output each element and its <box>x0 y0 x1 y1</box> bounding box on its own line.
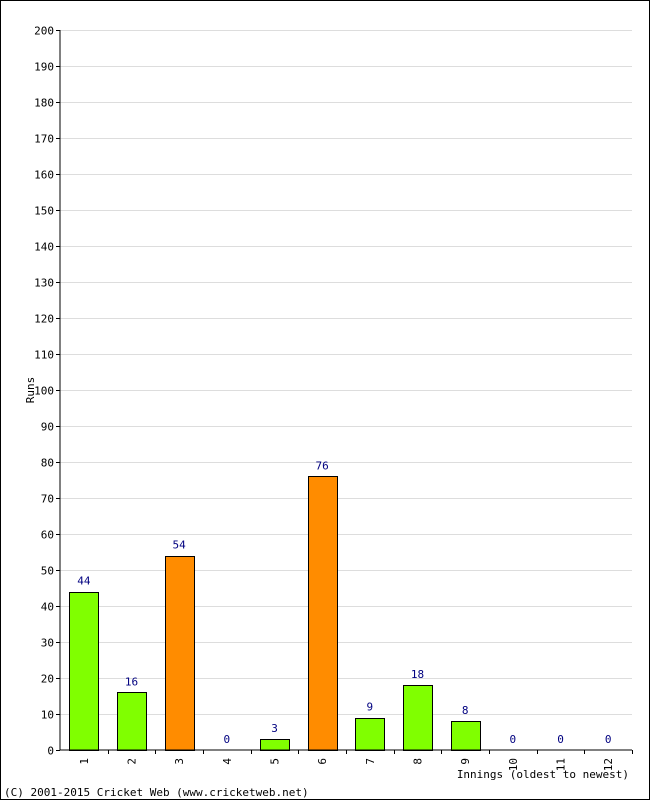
y-tick-label: 190 <box>34 61 54 74</box>
x-tick-label: 7 <box>364 758 377 765</box>
y-tick-label: 60 <box>41 529 54 542</box>
bar-value-label: 76 <box>316 459 329 472</box>
bar-value-label: 3 <box>271 722 278 735</box>
x-tick-label: 1 <box>78 758 91 765</box>
bar-innings-1 <box>69 592 99 751</box>
y-tick-label: 40 <box>41 601 54 614</box>
y-tick-label: 130 <box>34 277 54 290</box>
x-tick-label: 3 <box>173 758 186 765</box>
y-tick-label: 140 <box>34 241 54 254</box>
bar-value-label: 44 <box>77 575 91 588</box>
bar-value-label: 9 <box>367 701 374 714</box>
bar-innings-6 <box>308 476 338 751</box>
y-tick-label: 50 <box>41 565 54 578</box>
x-axis-title: Innings (oldest to newest) <box>457 768 629 781</box>
y-tick-label: 180 <box>34 97 54 110</box>
y-tick-label: 150 <box>34 205 54 218</box>
bar-value-label: 18 <box>411 668 424 681</box>
grid-lines <box>60 30 632 715</box>
copyright-text: (C) 2001-2015 Cricket Web (www.cricketwe… <box>4 786 309 799</box>
x-tick-label: 10 <box>507 758 520 771</box>
y-tick-label: 160 <box>34 169 54 182</box>
bar-innings-8 <box>403 685 433 751</box>
bar-innings-9 <box>451 721 481 751</box>
y-tick-label: 170 <box>34 133 54 146</box>
bar-value-label: 0 <box>605 733 612 746</box>
bar-value-label: 54 <box>173 539 187 552</box>
x-tick-label: 6 <box>316 758 329 765</box>
x-tick-label: 5 <box>269 758 282 765</box>
y-tick-label: 20 <box>41 673 54 686</box>
y-tick-label: 10 <box>41 709 54 722</box>
bar-innings-2 <box>117 692 147 751</box>
y-tick-label: 120 <box>34 313 54 326</box>
bar-innings-7 <box>355 718 385 751</box>
x-tick-label: 2 <box>126 758 139 765</box>
bar-innings-3 <box>165 556 195 751</box>
y-tick-label: 110 <box>34 349 54 362</box>
y-tick-label: 90 <box>41 421 54 434</box>
bar-value-label: 16 <box>125 675 138 688</box>
y-tick-label: 0 <box>47 745 54 758</box>
x-tick-label: 11 <box>555 758 568 771</box>
x-tick-label: 8 <box>412 758 425 765</box>
bar-value-labels: 44 16 54 0 3 76 9 18 8 0 0 0 <box>77 459 611 746</box>
bars <box>69 476 481 751</box>
bar-value-label: 0 <box>510 733 517 746</box>
y-tick-label: 100 <box>34 385 54 398</box>
x-axis-ticks: 1 2 3 4 5 6 7 8 9 10 11 12 <box>78 750 633 771</box>
bar-value-label: 0 <box>557 733 564 746</box>
x-tick-label: 12 <box>602 758 615 771</box>
x-tick-label: 4 <box>221 758 234 765</box>
bar-innings-5 <box>260 739 290 751</box>
y-tick-label: 70 <box>41 493 54 506</box>
x-tick-label: 9 <box>459 758 472 765</box>
bar-value-label: 0 <box>224 733 231 746</box>
y-tick-label: 80 <box>41 457 54 470</box>
y-axis-ticks: 0 10 20 30 40 50 60 70 80 90 100 110 120 130 140 150 160… <box>34 25 60 758</box>
y-tick-label: 30 <box>41 637 54 650</box>
y-axis-title: Runs <box>24 377 37 404</box>
bar-value-label: 8 <box>462 704 469 717</box>
y-tick-label: 200 <box>34 25 54 38</box>
